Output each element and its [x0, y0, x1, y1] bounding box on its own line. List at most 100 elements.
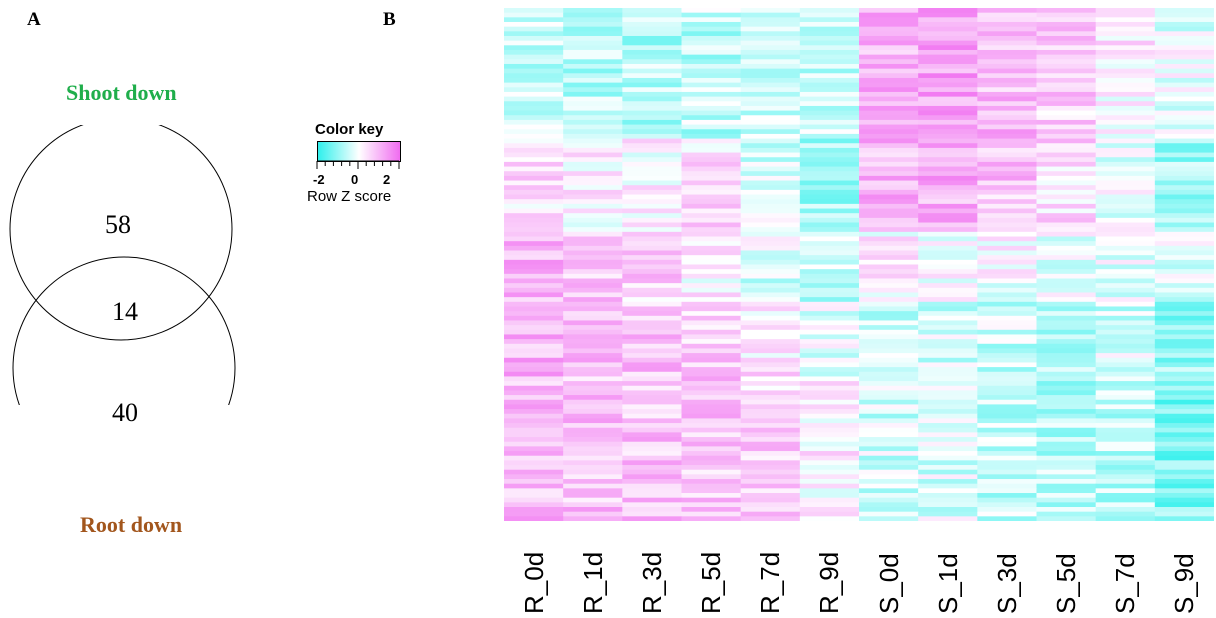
heatmap-cell	[563, 129, 623, 135]
heatmap-cell	[563, 432, 623, 438]
heatmap-cell	[859, 175, 919, 182]
heatmap-cell	[681, 273, 742, 280]
heatmap-cell	[622, 180, 683, 186]
heatmap-cell	[622, 516, 683, 521]
heatmap-cell	[1036, 180, 1097, 186]
heatmap-cell	[681, 138, 742, 144]
heatmap-cell	[1036, 185, 1097, 191]
heatmap-cell	[504, 432, 564, 438]
heatmap-cell	[681, 329, 742, 336]
heatmap-cell	[799, 404, 860, 410]
heatmap-cell	[1154, 278, 1214, 284]
heatmap-cell	[563, 8, 623, 14]
heatmap-cell	[740, 63, 801, 70]
heatmap-cell	[859, 105, 919, 112]
heatmap-cell	[1154, 516, 1214, 521]
heatmap-cell	[799, 59, 860, 65]
heatmap-cell	[859, 21, 919, 28]
heatmap-cell	[859, 241, 919, 247]
heatmap-cell	[799, 325, 860, 331]
heatmap-cell	[977, 287, 1038, 294]
column-label: R_7d	[755, 551, 786, 614]
heatmap-cell	[563, 171, 623, 177]
heatmap-cell	[1036, 166, 1097, 172]
heatmap-cell	[1154, 213, 1214, 219]
heatmap-cell	[622, 68, 683, 74]
heatmap-cell	[681, 399, 742, 406]
heatmap-cell	[1154, 82, 1214, 88]
heatmap-cell	[622, 376, 683, 382]
heatmap-cell	[1154, 418, 1214, 424]
heatmap-cell	[1154, 329, 1214, 336]
heatmap-cell	[1154, 404, 1214, 410]
heatmap-cell	[740, 166, 801, 172]
heatmap-cell	[859, 283, 919, 289]
heatmap-cell	[859, 63, 919, 70]
heatmap-cell	[681, 26, 742, 32]
heatmap-cell	[1095, 287, 1156, 294]
heatmap-cell	[1154, 87, 1214, 93]
heatmap-cell	[799, 446, 860, 452]
heatmap-cell	[918, 413, 978, 419]
heatmap-cell	[859, 399, 919, 406]
heatmap-cell	[563, 143, 623, 149]
heatmap-cell	[977, 371, 1038, 378]
heatmap-cell	[977, 147, 1038, 154]
heatmap-cell	[977, 213, 1038, 219]
heatmap-cell	[977, 339, 1038, 345]
heatmap-cell	[918, 152, 978, 158]
heatmap-cell	[504, 460, 564, 466]
heatmap-cell	[977, 133, 1038, 140]
heatmap-cell	[1036, 96, 1097, 102]
heatmap-cell	[504, 259, 564, 266]
heatmap-cell	[1154, 269, 1214, 275]
heatmap-cell	[740, 264, 801, 270]
heatmap-cell	[681, 385, 742, 392]
heatmap-cell	[1095, 269, 1156, 275]
heatmap-cell	[563, 301, 623, 308]
heatmap-cell	[1036, 325, 1097, 331]
heatmap-cell	[1036, 245, 1097, 252]
heatmap-cell	[799, 87, 860, 93]
heatmap-cell	[859, 166, 919, 172]
heatmap-cell	[681, 465, 742, 471]
heatmap-cell	[859, 357, 919, 364]
heatmap-cell	[740, 82, 801, 88]
heatmap-cell	[563, 427, 623, 433]
heatmap-cell	[563, 250, 623, 256]
heatmap-cell	[799, 432, 860, 438]
heatmap-cell	[681, 8, 742, 14]
heatmap-cell	[504, 455, 564, 461]
heatmap-cell	[799, 40, 860, 46]
heatmap-cell	[859, 348, 919, 354]
heatmap-cell	[977, 381, 1038, 387]
heatmap-cell	[1154, 376, 1214, 382]
heatmap-cell	[504, 273, 564, 280]
heatmap-cell	[1095, 12, 1156, 18]
heatmap-cell	[740, 334, 801, 340]
column-label: S_9d	[1169, 553, 1200, 614]
heatmap-cell	[799, 343, 860, 350]
heatmap-cell	[799, 497, 860, 503]
heatmap-cell	[1154, 357, 1214, 364]
heatmap-cell	[681, 320, 742, 326]
heatmap-cell	[740, 455, 801, 461]
heatmap-cell	[859, 199, 919, 205]
heatmap-cell	[681, 483, 742, 489]
heatmap-cell	[504, 334, 564, 340]
heatmap-cell	[859, 8, 919, 14]
heatmap-cell	[977, 390, 1038, 396]
heatmap-cell	[977, 110, 1038, 116]
heatmap-cell	[740, 441, 801, 447]
heatmap-cell	[681, 185, 742, 191]
heatmap-cell	[1154, 493, 1214, 499]
heatmap-cell	[622, 152, 683, 158]
heatmap-cell	[799, 8, 860, 14]
heatmap-cell	[1095, 507, 1156, 513]
heatmap-cell	[681, 189, 742, 196]
heatmap-cell	[563, 325, 623, 331]
heatmap-cell	[504, 199, 564, 205]
heatmap-cell	[563, 199, 623, 205]
heatmap-cell	[859, 35, 919, 42]
heatmap-cell	[859, 297, 919, 303]
